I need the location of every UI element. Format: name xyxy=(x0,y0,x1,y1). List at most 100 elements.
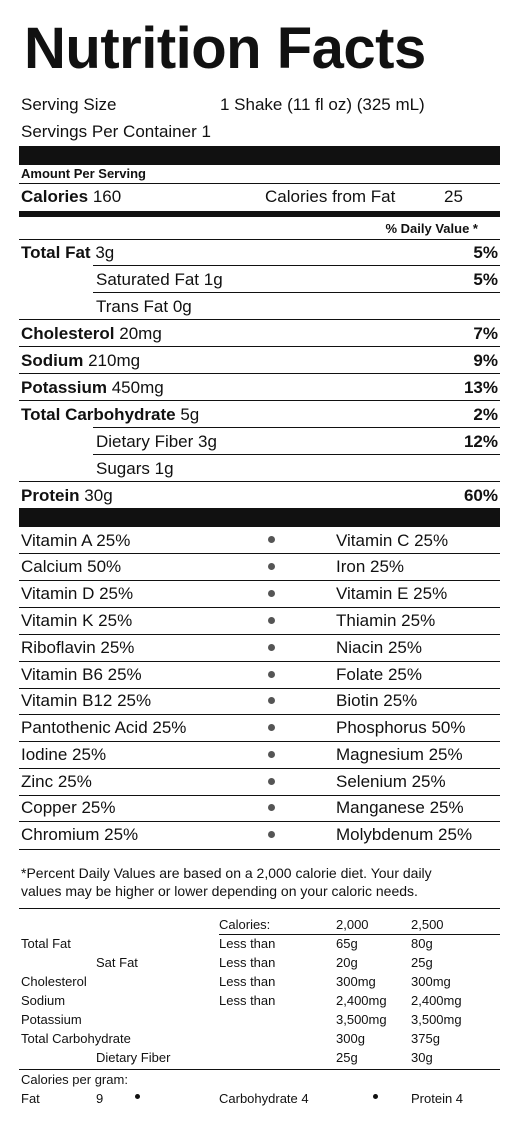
bullet-icon xyxy=(268,831,275,838)
bullet-icon xyxy=(268,644,275,651)
calories-from-fat-label: Calories from Fat xyxy=(265,187,396,206)
ref-row-value-2: 300mg xyxy=(411,974,451,989)
vitamin-right: Selenium 25% xyxy=(336,772,446,791)
vitamin-right: Niacin 25% xyxy=(336,638,422,657)
divider xyxy=(19,688,500,689)
nutrient-row-sugars: Sugars 1g xyxy=(96,459,174,479)
divider xyxy=(19,714,500,715)
medium-divider xyxy=(19,211,500,217)
vitamin-right: Iron 25% xyxy=(336,557,405,576)
serving-size-label: Serving Size xyxy=(21,95,117,114)
vitamin-right: Molybdenum 25% xyxy=(336,825,473,844)
calories-per-gram-label: Calories per gram: xyxy=(21,1072,128,1087)
ref-row-name: Potassium xyxy=(21,1012,82,1027)
divider xyxy=(19,580,500,581)
divider xyxy=(19,1069,500,1070)
nutrient-row-total-carbohydrate: Total Carbohydrate 5g xyxy=(21,405,199,425)
nutrient-name: Total Carbohydrate xyxy=(21,405,176,424)
vitamin-left: Vitamin D 25% xyxy=(21,584,134,603)
servings-per-container: Servings Per Container 1 xyxy=(21,122,211,141)
vitamin-left: Zinc 25% xyxy=(21,772,92,791)
nutrient-row-potassium: Potassium 450mg xyxy=(21,378,164,398)
vitamin-right: Vitamin C 25% xyxy=(336,531,449,550)
nutrient-amount: 1g xyxy=(154,459,174,478)
vitamin-right: Vitamin E 25% xyxy=(336,584,448,603)
divider xyxy=(19,346,500,347)
nutrient-amount: 5g xyxy=(180,405,200,424)
cpg-carbohydrate: Carbohydrate 4 xyxy=(219,1091,309,1106)
vitamin-right: Phosphorus 50% xyxy=(336,718,466,737)
ref-row-value-2: 375g xyxy=(411,1031,440,1046)
bullet-icon xyxy=(268,590,275,597)
footnote-line-2: values may be higher or lower depending … xyxy=(21,883,418,899)
calories-value: 160 xyxy=(92,187,122,206)
divider xyxy=(19,373,500,374)
ref-row-value-1: 65g xyxy=(336,936,358,951)
amount-per-serving: Amount Per Serving xyxy=(21,166,146,181)
nutrient-row-sodium: Sodium 210mg xyxy=(21,351,140,371)
nutrient-dv: 5% xyxy=(473,243,498,262)
vitamin-left: Vitamin A 25% xyxy=(21,531,131,550)
bullet-icon xyxy=(268,724,275,731)
divider xyxy=(19,849,500,850)
vitamin-left: Vitamin B6 25% xyxy=(21,665,142,684)
ref-row-qualifier: Less than xyxy=(219,955,276,970)
ref-row-name: Sodium xyxy=(21,993,66,1008)
daily-value-header: % Daily Value * xyxy=(385,221,479,236)
thick-divider xyxy=(19,146,500,165)
divider xyxy=(19,821,500,822)
ref-row-qualifier: Less than xyxy=(219,993,276,1008)
cpg-protein: Protein 4 xyxy=(411,1091,464,1106)
nutrient-amount: 20mg xyxy=(119,324,162,343)
nutrient-name: Dietary Fiber xyxy=(96,432,194,451)
ref-row-value-1: 3,500mg xyxy=(336,1012,387,1027)
ref-row-value-1: 25g xyxy=(336,1050,358,1065)
ref-row-name: Sat Fat xyxy=(96,955,138,970)
nutrient-amount: 1g xyxy=(203,270,223,289)
nutrient-dv: 9% xyxy=(473,351,498,370)
cpg-fat-label: Fat xyxy=(21,1091,40,1106)
divider xyxy=(19,481,500,482)
nutrient-name: Sugars xyxy=(96,459,150,478)
bullet-icon xyxy=(135,1094,140,1099)
nutrient-amount: 30g xyxy=(84,486,113,505)
divider xyxy=(19,634,500,635)
ref-col-1-header: 2,000 xyxy=(336,917,369,932)
ref-row-name: Total Fat xyxy=(21,936,71,951)
calories-label: Calories xyxy=(21,187,89,206)
ref-row-value-1: 2,400mg xyxy=(336,993,387,1008)
vitamin-left: Copper 25% xyxy=(21,798,116,817)
divider xyxy=(19,795,500,796)
bullet-icon xyxy=(268,804,275,811)
divider xyxy=(19,607,500,608)
nutrient-row-saturated-fat: Saturated Fat 1g xyxy=(96,270,223,290)
nutrient-dv: 5% xyxy=(473,270,498,289)
vitamin-left: Calcium 50% xyxy=(21,557,122,576)
bullet-icon xyxy=(268,536,275,543)
divider xyxy=(19,400,500,401)
vitamin-left: Vitamin B12 25% xyxy=(21,691,152,710)
bullet-icon xyxy=(268,671,275,678)
nutrient-dv: 60% xyxy=(463,486,498,505)
ref-row-value-1: 20g xyxy=(336,955,358,970)
ref-row-name: Dietary Fiber xyxy=(96,1050,171,1065)
bullet-icon xyxy=(268,697,275,704)
bullet-icon xyxy=(268,617,275,624)
divider xyxy=(93,454,500,455)
ref-row-value-2: 2,400mg xyxy=(411,993,462,1008)
nutrient-name: Saturated Fat xyxy=(96,270,200,289)
divider xyxy=(19,661,500,662)
calories-from-fat-value: 25 xyxy=(444,187,463,206)
divider xyxy=(93,265,500,266)
divider xyxy=(19,768,500,769)
nutrient-dv: 13% xyxy=(463,378,498,397)
nutrient-row-cholesterol: Cholesterol 20mg xyxy=(21,324,162,344)
ref-row-value-1: 300mg xyxy=(336,974,376,989)
thick-divider xyxy=(19,508,500,527)
vitamin-left: Vitamin K 25% xyxy=(21,611,133,630)
divider xyxy=(19,741,500,742)
footnote-line-1: *Percent Daily Values are based on a 2,0… xyxy=(21,865,432,881)
bullet-icon xyxy=(268,751,275,758)
nutrient-name: Trans Fat xyxy=(96,297,169,316)
label-title: Nutrition Facts xyxy=(24,16,426,81)
